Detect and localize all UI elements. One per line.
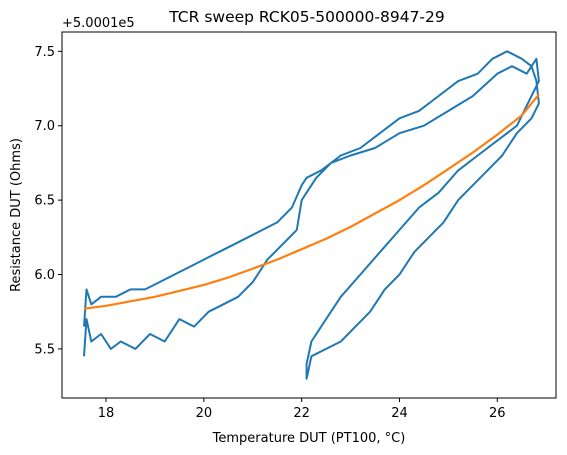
x-tick-label: 24 bbox=[391, 406, 408, 421]
series-line-1 bbox=[83, 50, 540, 380]
y-tick-label: 6.0 bbox=[34, 268, 55, 283]
series-line-2 bbox=[83, 93, 540, 310]
x-tick-label: 20 bbox=[196, 406, 213, 421]
y-tick-label: 5.5 bbox=[34, 342, 55, 357]
x-tick-label: 18 bbox=[98, 406, 115, 421]
y-axis-label: Resistance DUT (Ohms) bbox=[9, 138, 24, 292]
plot-frame bbox=[61, 31, 557, 399]
x-axis: 18 20 22 24 26 bbox=[98, 398, 506, 421]
chart-title: TCR sweep RCK05-500000-8947-29 bbox=[168, 8, 445, 26]
y-axis: 5.5 6.0 6.5 7.0 7.5 bbox=[34, 45, 62, 357]
series-layer bbox=[83, 50, 540, 380]
y-tick-label: 7.0 bbox=[34, 119, 55, 134]
x-tick-label: 26 bbox=[489, 406, 506, 421]
y-offset-label: +5.0001e5 bbox=[62, 16, 135, 31]
x-tick-label: 22 bbox=[293, 406, 310, 421]
y-tick-label: 7.5 bbox=[34, 45, 55, 60]
y-tick-label: 6.5 bbox=[34, 194, 55, 209]
x-axis-label: Temperature DUT (PT100, °C) bbox=[212, 431, 406, 446]
